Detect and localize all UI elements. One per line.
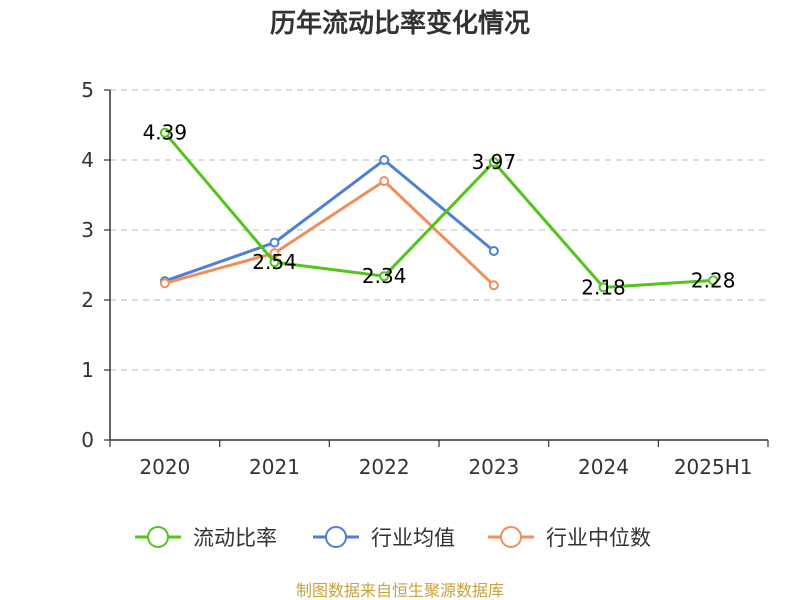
data-label-2025H1: 2.28 xyxy=(691,268,736,292)
x-tick-label-2023: 2023 xyxy=(468,455,519,479)
point-1-2023 xyxy=(488,246,499,256)
source-note: 制图数据来自恒生聚源数据库 xyxy=(296,581,504,600)
x-tick-label-2020: 2020 xyxy=(139,455,190,479)
y-tick-label-0: 0 xyxy=(81,428,94,452)
point-2-2023 xyxy=(488,280,499,291)
point-1-2021 xyxy=(269,237,280,248)
series-2 xyxy=(159,176,499,291)
legend-label-2: 行业中位数 xyxy=(546,526,651,550)
series-line-1 xyxy=(164,158,495,283)
chart-title: 历年流动比率变化情况 xyxy=(270,8,530,39)
point-2-2021 xyxy=(269,248,280,259)
y-tick-label-3: 3 xyxy=(81,218,94,242)
legend-marker-2 xyxy=(500,526,522,548)
legend-item-1: 行业均值 xyxy=(313,526,455,550)
x-tick-label-2025H1: 2025H1 xyxy=(674,455,753,479)
point-2-2020 xyxy=(159,278,170,289)
series-0 xyxy=(159,127,719,293)
series-line-0 xyxy=(163,131,714,289)
legend-item-2: 行业中位数 xyxy=(488,526,651,550)
data-label-2023: 3.97 xyxy=(472,150,517,174)
grid xyxy=(110,89,768,371)
data-label-2020: 4.39 xyxy=(143,121,188,145)
point-0-2022 xyxy=(379,271,390,282)
point-0-2024 xyxy=(598,282,609,293)
data-label-2022: 2.34 xyxy=(362,264,407,288)
point-0-2021 xyxy=(269,257,280,268)
x-tick-label-2021: 2021 xyxy=(249,455,300,479)
x-tick-label-2024: 2024 xyxy=(578,455,629,479)
series-lines xyxy=(159,127,719,293)
legend: 流动比率 行业均值 行业中位数 xyxy=(135,526,651,550)
data-labels: 4.39 2.54 2.34 3.97 2.18 2.28 xyxy=(143,121,736,300)
legend-item-0: 流动比率 xyxy=(135,526,277,550)
data-label-2021: 2.54 xyxy=(252,250,297,274)
series-1 xyxy=(159,155,499,287)
point-0-2020 xyxy=(159,127,170,138)
legend-label-0: 流动比率 xyxy=(193,526,277,550)
y-tick-label-4: 4 xyxy=(81,148,94,172)
series-line-2 xyxy=(164,179,495,287)
point-2-2022 xyxy=(379,176,390,186)
axes: 0 1 2 3 4 5 2020 2021 2022 2023 2024 2025H1 xyxy=(81,78,769,479)
y-tick-label-5: 5 xyxy=(81,78,94,102)
legend-marker-0 xyxy=(147,526,169,548)
y-tick-label-2: 2 xyxy=(81,288,94,312)
legend-marker-1 xyxy=(325,526,347,548)
legend-label-1: 行业均值 xyxy=(371,526,455,550)
data-label-2024: 2.18 xyxy=(581,275,626,299)
y-tick-label-1: 1 xyxy=(81,358,94,382)
x-tick-label-2022: 2022 xyxy=(359,455,410,479)
point-1-2022 xyxy=(379,155,390,165)
point-0-2025H1 xyxy=(708,275,719,286)
point-0-2023 xyxy=(488,157,499,168)
